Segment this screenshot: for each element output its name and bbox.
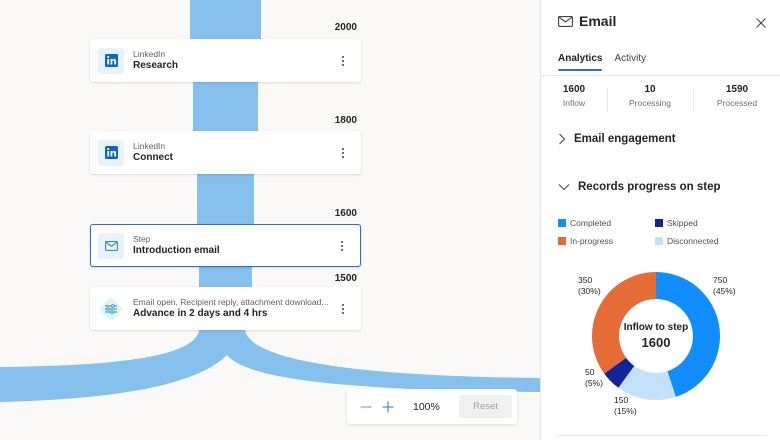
donut-center-value: 1600 [641,335,671,350]
legend-label: Disconnected [667,236,719,246]
swatch [655,219,663,227]
section-divider [557,435,767,436]
donut-center: Inflow to step 1600 [606,322,706,350]
stat-value: 1600 [562,84,586,95]
linkedin-icon [98,139,124,166]
flow-node-condition[interactable]: Email open, Recipient reply, attachment … [90,287,361,330]
legend-label: In-progress [570,236,613,246]
node-subtitle: Email open, Recipient reply, attachment … [133,296,329,307]
donut-label-completed: 750 (45%) [713,275,736,298]
label-value: 50 [585,367,595,377]
label-pct: (5%) [585,378,603,389]
stat-label: Inflow [562,98,586,108]
section-records-progress[interactable]: Records progress on step [558,181,721,193]
chevron-right-icon [559,133,566,145]
stat-processed: 1590 Processed [693,84,780,112]
close-button[interactable] [755,16,767,28]
more-options-icon[interactable] [335,299,351,319]
details-panel: Email Analytics Activity 1600 Inflow 10 … [540,0,780,440]
stream-segment [197,174,254,226]
label-value: 750 [713,275,728,285]
stats-row: 1600 Inflow 10 Processing 1590 Processed [541,84,780,112]
flow-streams [0,0,540,402]
stat-label: Processed [716,98,758,108]
stream-segment [199,266,252,288]
panel-title: Email [579,13,617,29]
node-count: 1500 [334,273,357,284]
donut-slice-completed[interactable] [656,272,721,397]
donut-slice-skipped[interactable] [604,357,635,388]
node-count: 2000 [334,22,357,33]
legend-item-skipped: Skipped [655,218,755,228]
stat-value: 1590 [725,84,749,95]
label-value: 350 [578,275,593,285]
section-label: Email engagement [574,133,676,145]
stat-inflow: 1600 Inflow [541,84,607,108]
minus-icon [360,405,372,408]
donut-chart [591,272,721,401]
more-options-icon[interactable] [335,143,351,163]
chevron-down-icon [558,184,570,191]
legend-label: Skipped [667,218,698,228]
chart-legend: Completed Skipped In-progress Disconnect… [558,218,768,246]
legend-item-disconnected: Disconnected [655,236,755,246]
legend-item-completed: Completed [558,218,655,228]
panel-tabs: Analytics Activity [558,53,658,71]
mail-icon [98,232,124,259]
stat-label: Processing [628,98,672,108]
node-count: 1600 [334,208,357,219]
label-pct: (45%) [713,286,736,297]
linkedin-icon [98,47,124,74]
donut-label-disconnected: 150 (15%) [614,395,637,418]
donut-label-in-progress: 350 (30%) [578,275,601,298]
swatch [558,237,566,245]
condition-icon [98,296,124,322]
more-options-icon[interactable] [334,236,350,256]
section-label: Records progress on step [578,181,721,193]
flow-node-research[interactable]: LinkedIn Research [90,39,361,82]
label-value: 150 [614,395,629,405]
more-options-icon[interactable] [335,51,351,71]
panel-header: Email [558,13,616,29]
node-title: Research [133,60,179,72]
node-subtitle: Step [133,233,151,244]
swatch [655,237,663,245]
section-email-engagement[interactable]: Email engagement [558,133,676,145]
zoom-in-button[interactable] [377,396,399,418]
donut-slice-in-progress[interactable] [591,272,656,374]
close-icon [756,18,766,28]
swatch [558,219,566,227]
stat-value: 10 [644,84,656,95]
stream-branch-right [226,330,540,392]
label-pct: (15%) [614,406,637,417]
zoom-control: 100% Reset [347,389,517,424]
zoom-out-button[interactable] [355,396,377,418]
tab-analytics[interactable]: Analytics [558,53,603,71]
zoom-level: 100% [413,400,440,413]
stat-processing: 10 Processing [607,84,693,112]
stream-segment [193,82,258,132]
tab-activity[interactable]: Activity [614,53,647,64]
mail-icon [558,15,573,27]
legend-item-in-progress: In-progress [558,236,655,246]
reset-button[interactable]: Reset [459,395,512,418]
flow-node-connect[interactable]: LinkedIn Connect [90,131,361,174]
node-count: 1800 [334,115,357,126]
tabs-divider [541,75,780,76]
node-subtitle: LinkedIn [133,140,166,151]
legend-label: Completed [570,218,612,228]
stream-segment [190,0,261,40]
label-pct: (30%) [578,286,601,297]
stream-branch-left [0,330,239,402]
donut-center-label: Inflow to step [623,322,689,333]
plus-icon [382,401,394,412]
node-title: Introduction email [133,245,220,257]
flow-node-introduction-email[interactable]: Step Introduction email [90,224,361,267]
flow-canvas[interactable]: 2000 LinkedIn Research 1800 LinkedIn Con… [0,0,540,440]
node-subtitle: LinkedIn [133,48,166,59]
node-title: Advance in 2 days and 4 hrs [133,308,268,320]
donut-slice-disconnected[interactable] [618,365,676,401]
node-title: Connect [133,152,173,164]
donut-label-skipped: 50 (5%) [585,367,603,390]
